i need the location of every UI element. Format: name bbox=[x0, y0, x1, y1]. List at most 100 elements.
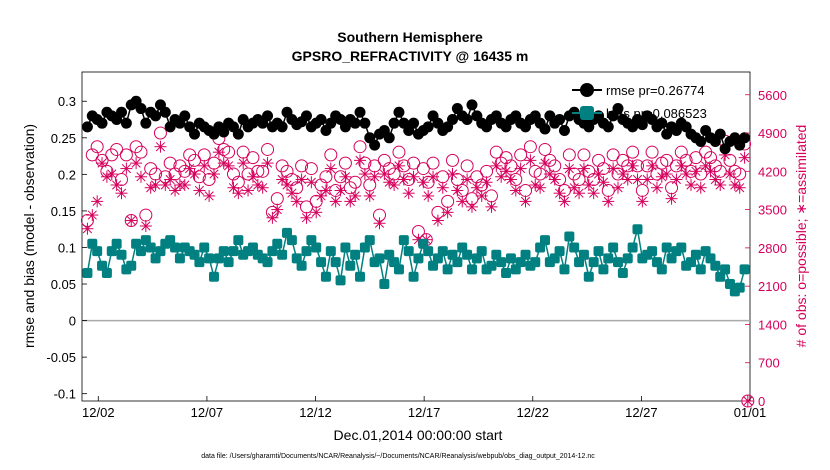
obs-possible-marker bbox=[703, 151, 717, 165]
x-axis-tick-label: 01/01 bbox=[734, 405, 767, 420]
obs-assimilated-stroke bbox=[511, 185, 521, 196]
bias-point bbox=[501, 268, 512, 279]
obs-assimilated-stroke bbox=[550, 174, 560, 185]
left-axis-tick-label: 0.15 bbox=[51, 204, 76, 219]
bias-point bbox=[613, 257, 624, 268]
obs-possible-marker bbox=[689, 151, 703, 165]
obs-possible-marker bbox=[163, 156, 177, 170]
obs-possible-marker bbox=[645, 145, 659, 159]
x-axis-tick-label: 12/02 bbox=[82, 405, 115, 420]
bias-point bbox=[520, 249, 531, 260]
rmse-point bbox=[461, 114, 473, 126]
obs-assimilated-marker bbox=[315, 189, 328, 202]
obs-assimilated-marker bbox=[641, 173, 654, 186]
obs-possible-marker bbox=[192, 170, 206, 184]
obs-assimilated-stroke bbox=[214, 147, 224, 157]
obs-assimilated-marker bbox=[134, 170, 147, 183]
obs-assimilated-marker bbox=[461, 173, 474, 186]
obs-assimilated-stroke bbox=[335, 185, 346, 196]
obs-assimilated-marker bbox=[509, 184, 522, 197]
x-axis-tick-label: 12/22 bbox=[516, 405, 549, 420]
bias-point bbox=[539, 235, 550, 246]
obs-assimilated-stroke bbox=[686, 180, 696, 190]
bias-point bbox=[374, 253, 385, 264]
obs-assimilated-stroke bbox=[267, 213, 278, 223]
obs-possible-marker bbox=[90, 140, 104, 154]
obs-assimilated-stroke bbox=[282, 180, 292, 190]
bias-point bbox=[588, 257, 599, 268]
obs-assimilated-marker bbox=[242, 184, 255, 197]
obs-assimilated-marker bbox=[154, 140, 167, 153]
rmse-point bbox=[150, 110, 162, 122]
obs-assimilated-stroke bbox=[516, 163, 526, 174]
obs-assimilated-stroke bbox=[423, 191, 433, 201]
obs-assimilated-stroke bbox=[443, 207, 453, 217]
obs-assimilated-marker bbox=[310, 206, 323, 219]
rmse-point bbox=[558, 124, 570, 136]
bias-point bbox=[564, 231, 575, 242]
obs-assimilated-marker bbox=[582, 178, 595, 191]
left-axis: 0.3 0.25 0.2 0.15 0.1 0.05 0 -0.05 -0.1 bbox=[46, 94, 87, 402]
left-axis-tick-label: 0.1 bbox=[58, 240, 76, 255]
obs-assimilated-marker bbox=[212, 146, 225, 159]
obs-assimilated-stroke bbox=[306, 177, 316, 187]
rmse-point bbox=[179, 110, 191, 122]
bias-series bbox=[82, 224, 750, 297]
bias-point bbox=[622, 253, 633, 264]
obs-assimilated-stroke bbox=[671, 174, 682, 185]
rmse-series bbox=[81, 95, 751, 155]
obs-assimilated-stroke bbox=[452, 185, 462, 196]
right-axis-tick-label: 4900 bbox=[758, 126, 787, 141]
obs-assimilated-marker bbox=[256, 181, 269, 194]
obs-assimilated-stroke bbox=[121, 163, 131, 174]
bias-point bbox=[335, 275, 346, 286]
obs-assimilated-stroke bbox=[223, 161, 234, 171]
obs-assimilated-stroke bbox=[326, 163, 336, 174]
obs-possible-marker bbox=[572, 173, 586, 187]
obs-possible-marker bbox=[251, 164, 265, 178]
obs-assimilated-stroke bbox=[696, 183, 706, 193]
rmse-point bbox=[554, 114, 566, 126]
obs-assimilated-stroke bbox=[287, 188, 297, 198]
obs-assimilated-stroke bbox=[632, 174, 643, 185]
obs-possible-marker bbox=[295, 159, 309, 173]
obs-assimilated-stroke bbox=[136, 172, 146, 182]
bias-point bbox=[593, 246, 604, 257]
obs-assimilated-marker bbox=[120, 162, 133, 175]
obs-assimilated-stroke bbox=[739, 153, 750, 163]
obs-assimilated-stroke bbox=[296, 174, 307, 185]
bias-point bbox=[174, 253, 185, 264]
obs-assimilated-marker bbox=[504, 173, 517, 186]
obs-assimilated-marker bbox=[91, 195, 104, 208]
obs-assimilated-marker bbox=[139, 220, 152, 232]
obs-assimilated-marker bbox=[514, 162, 527, 175]
bias-point bbox=[559, 264, 570, 275]
obs-assimilated-marker bbox=[597, 176, 610, 189]
obs-possible-marker bbox=[85, 148, 99, 162]
rmse-point bbox=[383, 132, 395, 144]
obs-possible-marker bbox=[290, 181, 304, 195]
obs-possible-marker bbox=[562, 148, 576, 162]
obs-assimilated-marker bbox=[237, 157, 250, 170]
chart-subtitle: GPSRO_REFRACTIVITY @ 16435 m bbox=[292, 48, 529, 64]
bias-point bbox=[720, 264, 731, 275]
obs-assimilated-marker bbox=[164, 173, 177, 186]
obs-assimilated-stroke bbox=[228, 183, 239, 193]
x-axis-tick-label: 12/27 bbox=[625, 405, 658, 420]
obs-possible-marker bbox=[499, 151, 513, 165]
obs-assimilated-marker bbox=[358, 168, 371, 181]
obs-possible-marker bbox=[119, 148, 133, 162]
left-axis-tick-label: -0.1 bbox=[54, 387, 76, 402]
obs-assimilated-marker bbox=[349, 189, 362, 202]
obs-assimilated-marker bbox=[305, 176, 318, 189]
obs-assimilated-marker bbox=[188, 168, 201, 181]
obs-possible-marker bbox=[226, 167, 240, 181]
obs-assimilated-marker bbox=[573, 187, 586, 200]
obs-assimilated-marker bbox=[378, 168, 391, 181]
legend: rmse pr=0.26774 bias pr=0.086523 bbox=[572, 83, 707, 121]
obs-assimilated-stroke bbox=[165, 174, 175, 185]
y-axis-label-right: # of obs: o=possible; ∗=assimilated bbox=[793, 125, 809, 348]
x-axis-tick-label: 12/12 bbox=[299, 405, 332, 420]
obs-assimilated-marker bbox=[217, 157, 230, 170]
obs-assimilated-stroke bbox=[662, 169, 672, 179]
